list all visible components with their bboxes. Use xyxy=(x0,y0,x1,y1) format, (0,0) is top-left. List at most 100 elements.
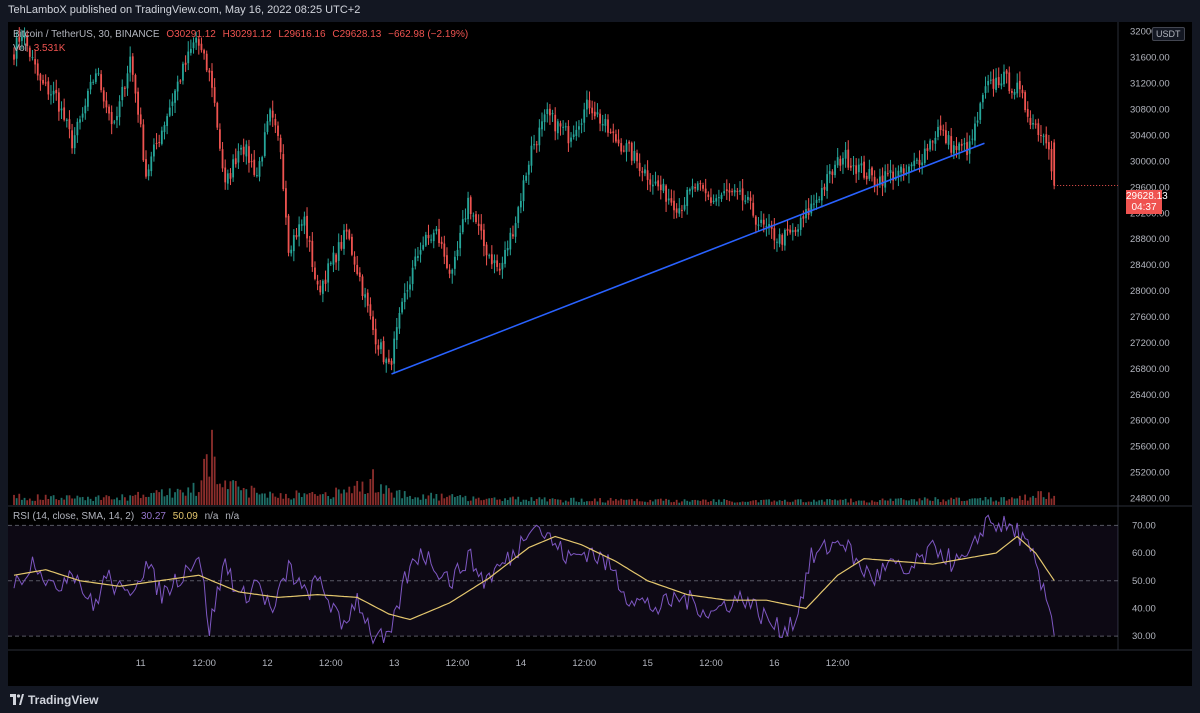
volume-bar xyxy=(417,497,419,505)
volume-bar xyxy=(710,501,712,505)
candle-body xyxy=(353,256,356,265)
candle-body xyxy=(79,119,81,123)
volume-bar xyxy=(749,501,752,505)
volume-bar xyxy=(834,499,836,505)
candle-body xyxy=(422,245,425,250)
ohlc-close: C29628.13 xyxy=(332,29,382,40)
candle-body xyxy=(488,255,491,257)
volume-bar xyxy=(852,502,855,505)
rsi-tick-label: 60.00 xyxy=(1132,548,1156,559)
candle-body xyxy=(21,36,23,41)
volume-bar xyxy=(654,499,657,505)
volume-bar xyxy=(760,500,763,505)
candle-body xyxy=(1013,91,1016,95)
rsi-line xyxy=(13,514,1055,645)
candle-body xyxy=(314,267,316,279)
volume-bar xyxy=(564,500,567,505)
candle-body xyxy=(255,175,258,177)
candle-body xyxy=(881,175,884,186)
candle-body xyxy=(868,168,871,179)
volume-bar xyxy=(857,500,860,505)
volume-bar xyxy=(955,497,958,505)
volume-bar xyxy=(662,500,665,505)
volume-bar xyxy=(820,499,823,505)
candle-body xyxy=(36,63,39,76)
candle-body xyxy=(694,187,697,189)
candle-body xyxy=(913,160,916,166)
currency-label[interactable]: USDT xyxy=(1152,27,1185,41)
candle-body xyxy=(688,189,691,192)
candle-body xyxy=(525,175,528,181)
candle-body xyxy=(377,345,380,350)
volume-bar xyxy=(762,499,765,505)
volume-bar xyxy=(464,495,467,505)
volume-bar xyxy=(744,501,747,505)
volume-bar xyxy=(1047,492,1050,505)
candle-body xyxy=(559,123,562,127)
volume-bar xyxy=(527,501,530,505)
volume-bar xyxy=(110,499,113,505)
candle-body xyxy=(197,39,200,46)
candle-body xyxy=(411,267,414,284)
volume-bar xyxy=(704,499,707,505)
candle-body xyxy=(266,121,269,132)
candle-body xyxy=(369,304,372,316)
volume-bar xyxy=(240,490,242,505)
chart-svg[interactable]: 32000.00 31600.00 31200.00 30800.00 30400.00… xyxy=(8,22,1192,686)
candle-body xyxy=(285,188,287,218)
candle-body xyxy=(356,264,359,274)
candle-body xyxy=(578,126,580,130)
volume-bar xyxy=(828,499,831,505)
volume-bar xyxy=(31,500,34,505)
volume-bar xyxy=(440,493,443,505)
candle-body xyxy=(915,159,918,161)
volume-bar xyxy=(588,501,591,505)
candle-body xyxy=(211,70,213,88)
volume-bar xyxy=(633,501,636,505)
volume-bar xyxy=(39,499,42,505)
volume-bar xyxy=(826,499,829,505)
volume-bar xyxy=(670,502,673,505)
candle-body xyxy=(517,207,520,223)
volume-bar xyxy=(290,499,293,505)
candle-body xyxy=(596,112,599,115)
volume-bar xyxy=(947,499,950,505)
candle-body xyxy=(395,327,398,341)
volume-bar xyxy=(910,499,913,505)
volume-bar xyxy=(725,499,728,505)
candle-body xyxy=(237,151,240,163)
volume-bar xyxy=(599,498,601,505)
candle-body xyxy=(654,181,657,184)
volume-bar xyxy=(770,501,773,505)
volume-bar xyxy=(667,499,670,505)
tradingview-brand[interactable]: TradingView xyxy=(28,693,99,707)
volume-bar xyxy=(184,495,187,505)
footer: TradingView xyxy=(0,686,1200,713)
candle-body xyxy=(556,121,559,134)
candle-body xyxy=(319,285,322,293)
volume-bar xyxy=(1018,495,1021,505)
volume-bar xyxy=(699,500,702,505)
candle-body xyxy=(147,169,150,177)
candle-body xyxy=(1034,123,1037,125)
candle-body xyxy=(139,114,142,125)
volume-bar xyxy=(229,481,232,505)
volume-bar xyxy=(519,501,522,505)
candle-body xyxy=(857,164,860,173)
candle-body xyxy=(1026,109,1029,117)
volume-bar xyxy=(1005,500,1008,505)
candle-body xyxy=(145,159,147,177)
candle-body xyxy=(707,194,710,197)
candle-body xyxy=(783,230,786,246)
price-tick-label: 24800.00 xyxy=(1130,494,1170,505)
candle-body xyxy=(736,190,739,192)
volume-bar xyxy=(997,501,1000,505)
candle-body xyxy=(213,87,216,103)
volume-bar xyxy=(205,454,208,505)
volume-bar xyxy=(1050,498,1053,505)
candle-body xyxy=(649,179,652,185)
candle-body xyxy=(884,171,887,188)
volume-bar xyxy=(918,498,921,505)
volume-bar xyxy=(493,497,496,505)
candle-body xyxy=(321,280,324,294)
